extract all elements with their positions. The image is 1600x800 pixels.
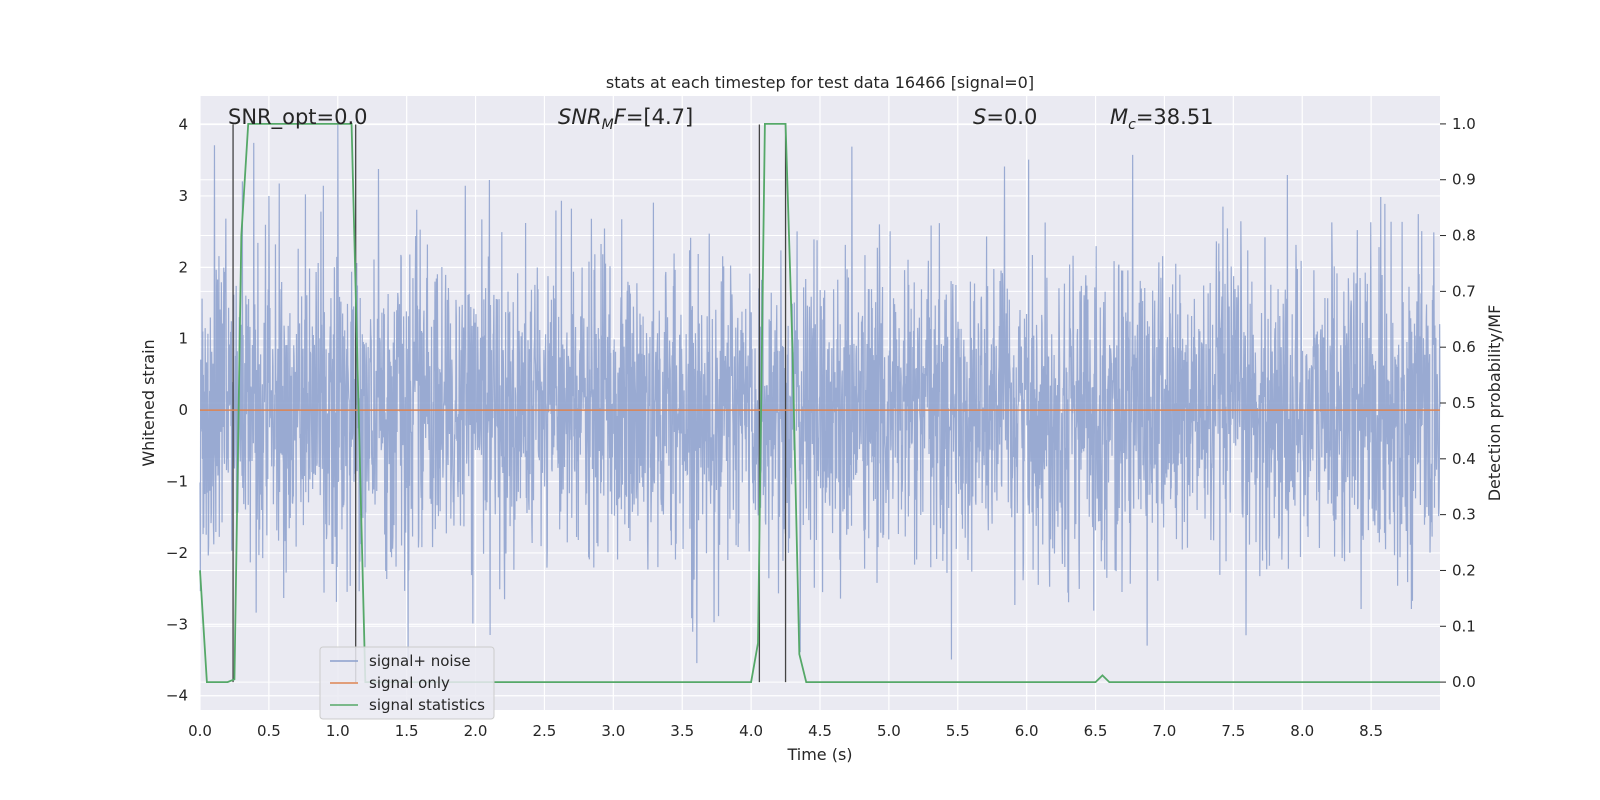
x-tick-label: 3.0 [601,722,625,740]
x-tick-label: 0.0 [188,722,212,740]
x-tick-label: 7.5 [1221,722,1245,740]
y-right-tick-label: 0.4 [1452,450,1476,468]
x-tick-labels: 0.0 0.5 1.0 1.5 2.0 2.5 3.0 3.5 4.0 4.5 5.0 5.5 6.0 6… [188,722,1383,740]
y-left-tick-label: 4 [178,116,188,134]
annotation-snr-mf-value: =[4.7] [626,105,693,129]
y-left-tick-label: −1 [166,473,188,491]
legend-label-signal-noise: signal+ noise [369,652,471,670]
x-tick-label: 3.5 [670,722,694,740]
x-tick-label: 7.0 [1153,722,1177,740]
y-right-tick-label: 0.0 [1452,673,1476,691]
legend: signal+ noise signal only signal statist… [319,646,495,720]
y-left-tick-label: 1 [178,330,188,348]
x-tick-label: 6.0 [1015,722,1039,740]
x-tick-label: 4.5 [808,722,832,740]
y-left-tick-label: −2 [166,544,188,562]
x-tick-label: 8.0 [1290,722,1314,740]
y-left-tick-label: 3 [178,187,188,205]
x-axis-label: Time (s) [786,745,852,764]
x-tick-label: 1.5 [395,722,419,740]
x-tick-label: 2.0 [464,722,488,740]
y-right-tick-label: 0.3 [1452,506,1476,524]
y-right-tick-label: 0.9 [1452,171,1476,189]
legend-box [319,646,495,720]
y-left-tick-labels: 4 3 2 1 0 −1 −2 −3 −4 [166,116,188,705]
series-signal-noise [199,124,1441,664]
x-tick-label: 8.5 [1359,722,1383,740]
x-tick-label: 5.5 [946,722,970,740]
chart-title: stats at each timestep for test data 164… [606,73,1034,92]
signal-statistics-line [199,123,1440,683]
x-tick-label: 0.5 [257,722,281,740]
y-left-axis-label: Whitened strain [139,339,158,466]
x-tick-label: 6.5 [1084,722,1108,740]
annotation-s: S=0.0 [973,105,1037,129]
y-right-axis-label: Detection probability/MF [1485,305,1504,502]
annotation-snr-opt: SNR_opt=0.0 [228,105,368,130]
y-right-tick-labels: 1.0 0.9 0.8 0.7 0.6 0.5 0.4 0.3 0.2 0.1 0.0 [1440,115,1476,691]
annotation-snr-mf: SNRMF=[4.7] [558,105,693,133]
legend-label-signal-statistics: signal statistics [369,696,485,714]
x-tick-label: 4.0 [739,722,763,740]
y-left-tick-label: 0 [178,401,188,419]
y-right-tick-label: 0.1 [1452,617,1476,635]
x-tick-label: 5.0 [877,722,901,740]
signal-noise-line [199,124,1441,664]
y-left-tick-label: −3 [166,615,188,633]
y-right-tick-label: 0.5 [1452,394,1476,412]
y-left-tick-label: −4 [166,687,188,705]
x-tick-label: 1.0 [326,722,350,740]
y-right-tick-label: 0.2 [1452,561,1476,579]
legend-label-signal-only: signal only [369,674,450,692]
y-right-tick-label: 0.7 [1452,282,1476,300]
annotation-mc: Mc=38.51 [1110,105,1214,133]
y-right-tick-label: 0.6 [1452,338,1476,356]
y-right-tick-label: 0.8 [1452,227,1476,245]
y-right-tick-label: 1.0 [1452,115,1476,133]
annotation-s-value: =0.0 [986,105,1037,129]
annotation-mc-value: =38.51 [1136,105,1214,129]
x-tick-label: 2.5 [533,722,557,740]
series-signal-statistics [199,123,1440,683]
y-left-tick-label: 2 [178,258,188,276]
